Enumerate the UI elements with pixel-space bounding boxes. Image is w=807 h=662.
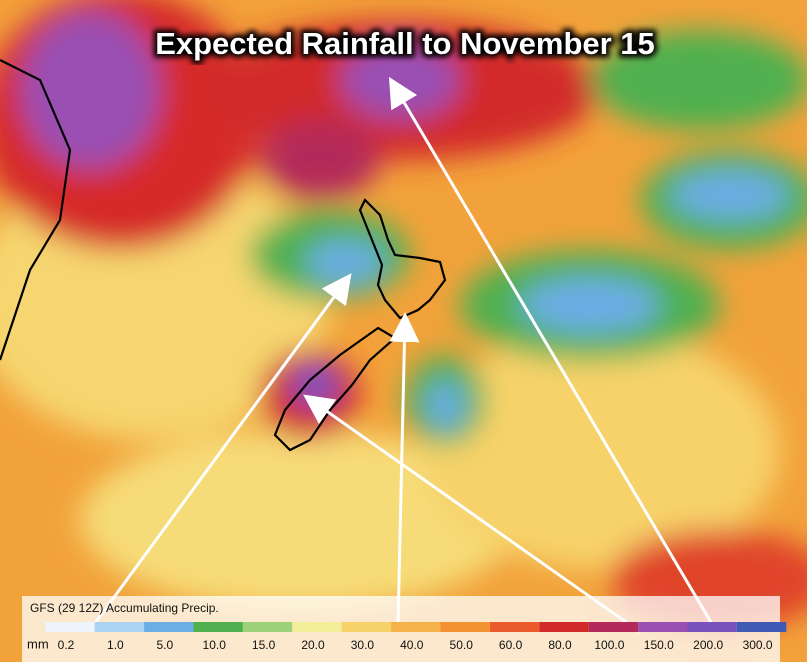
coastline	[0, 59, 447, 452]
legend-swatch	[292, 622, 342, 632]
legend-label: 15.0	[252, 638, 276, 652]
legend-label: 100.0	[594, 638, 624, 652]
legend-label: 200.0	[693, 638, 723, 652]
legend-swatch	[440, 622, 490, 632]
legend-label: 10.0	[203, 638, 227, 652]
legend-swatch	[45, 622, 95, 632]
legend-label: 300.0	[743, 638, 773, 652]
legend-swatch	[193, 622, 243, 632]
legend-swatch	[489, 622, 540, 632]
legend-label: 40.0	[400, 638, 424, 652]
legend-label: 5.0	[156, 638, 173, 652]
legend-swatch	[94, 622, 145, 632]
legend-swatch	[341, 622, 392, 632]
precip-field	[0, 0, 807, 630]
legend-label: 50.0	[450, 638, 474, 652]
legend-swatch	[588, 622, 639, 632]
title-shadow: Expected Rainfall to November 15	[155, 26, 655, 61]
legend-swatch	[391, 622, 441, 632]
arrows	[88, 76, 714, 634]
legend-label: 150.0	[644, 638, 674, 652]
legend: GFS (29 12Z) Accumulating Precip. mm 0.2…	[22, 596, 787, 662]
legend-caption: GFS (29 12Z) Accumulating Precip.	[30, 601, 219, 615]
title: Expected Rainfall to November 15	[155, 26, 655, 61]
legend-swatch	[242, 622, 293, 632]
legend-swatch	[638, 622, 688, 632]
legend-label: 0.2	[58, 638, 75, 652]
legend-unit: mm	[27, 636, 49, 651]
legend-label: 60.0	[499, 638, 523, 652]
legend-swatch	[539, 622, 589, 632]
legend-label: 20.0	[301, 638, 325, 652]
legend-swatch	[736, 622, 787, 632]
legend-label: 1.0	[107, 638, 124, 652]
legend-swatch	[144, 622, 194, 632]
legend-label: 80.0	[548, 638, 572, 652]
legend-label: 30.0	[351, 638, 375, 652]
legend-swatch	[687, 622, 737, 632]
